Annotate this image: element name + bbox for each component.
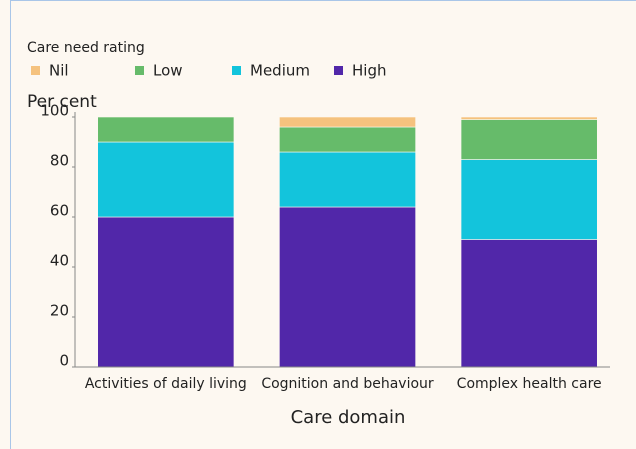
- bar-segment: [279, 126, 416, 153]
- bar-segment: [460, 159, 598, 240]
- bar-segment: [460, 239, 598, 368]
- legend-label: Low: [153, 62, 183, 80]
- legend-label: Nil: [49, 62, 69, 80]
- legend-swatch: [232, 66, 241, 75]
- bar-segment: [97, 141, 235, 218]
- y-tick-label: 80: [50, 152, 69, 170]
- y-tick-label: 40: [50, 252, 69, 270]
- y-tick-label: 20: [50, 302, 69, 320]
- bar-segment: [460, 119, 598, 160]
- bar-segment: [97, 116, 235, 143]
- bar-segment: [279, 151, 416, 208]
- legend-label: Medium: [250, 62, 310, 80]
- legend-swatch: [31, 66, 40, 75]
- legend-swatch: [334, 66, 343, 75]
- y-tick-label: 60: [50, 202, 69, 220]
- bar-segment: [279, 116, 416, 128]
- x-tick-label: Activities of daily living: [85, 376, 247, 392]
- x-tick-label: Cognition and behaviour: [261, 376, 434, 392]
- legend-label: High: [352, 62, 386, 80]
- y-tick-label: 0: [59, 352, 69, 370]
- y-axis-label: Per cent: [27, 92, 97, 112]
- y-tick-label: 100: [40, 102, 69, 120]
- legend-title: Care need rating: [27, 40, 145, 56]
- x-tick-label: Complex health care: [457, 376, 602, 392]
- bar-segment: [97, 216, 235, 368]
- bar-segment: [279, 206, 416, 368]
- x-axis-label: Care domain: [291, 407, 406, 428]
- bar-segment: [460, 116, 598, 120]
- legend-swatch: [135, 66, 144, 75]
